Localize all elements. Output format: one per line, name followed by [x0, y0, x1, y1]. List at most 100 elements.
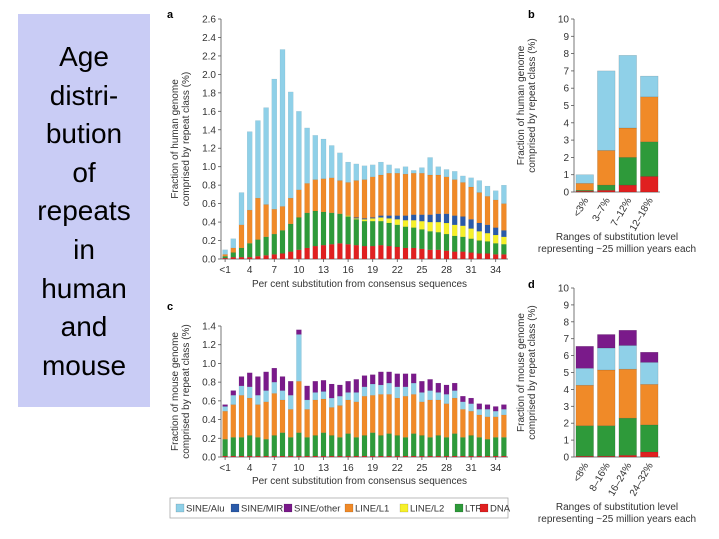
bar-segment	[386, 164, 392, 174]
bar-segment	[345, 216, 351, 245]
bar-segment	[279, 49, 286, 207]
bar-segment	[279, 399, 286, 433]
y-tick-label: 2.0	[202, 70, 216, 81]
bar-segment	[353, 180, 359, 218]
y-axis-label: Fraction of mouse genomecomprised by rep…	[516, 305, 538, 440]
bar-segment	[618, 157, 637, 186]
bar-segment	[394, 435, 400, 457]
x-tick-label: 4	[247, 265, 253, 276]
bar-segment	[304, 127, 310, 184]
bar-segment	[394, 373, 400, 387]
title-line: Age	[59, 41, 109, 72]
bar-segment	[476, 414, 482, 438]
bar-segment	[443, 169, 450, 177]
bar-segment	[271, 233, 277, 255]
bar-segment	[443, 213, 450, 224]
bar-segment	[501, 254, 507, 260]
bar-segment	[427, 399, 433, 438]
bar-segment	[640, 75, 659, 98]
y-tick-label: 1.6	[202, 107, 216, 118]
bar-segment	[279, 432, 286, 457]
y-tick-label: 1.2	[202, 340, 216, 351]
bar-segment	[501, 414, 507, 438]
bar-segment	[394, 397, 400, 436]
bar-segment	[370, 176, 376, 218]
bar-segment	[304, 385, 310, 401]
title-line: mouse	[41, 349, 127, 381]
bar-segment	[435, 213, 441, 223]
x-tick-label: <1	[219, 265, 231, 276]
panel-letter-c: c	[167, 301, 173, 313]
y-tick-label: 6	[563, 84, 569, 95]
bar-segment	[370, 374, 376, 385]
y-axis-label: Fraction of human genomecomprised by rep…	[170, 72, 192, 207]
y-tick-label: 4	[563, 385, 569, 396]
bar-segment	[337, 152, 343, 181]
x-tick-label: 25	[416, 265, 428, 276]
bar-segment	[279, 206, 286, 231]
bar-segment	[411, 433, 417, 457]
y-tick-label: 3	[563, 136, 569, 147]
bar-segment	[468, 410, 474, 436]
bar-segment	[402, 247, 409, 260]
y-tick-label: 1.8	[202, 88, 216, 99]
bar-segment	[312, 392, 318, 401]
bar-segment	[238, 376, 245, 387]
bar-segment	[468, 435, 474, 457]
bar-segment	[337, 213, 343, 244]
bar-segment	[288, 223, 294, 252]
bar-segment	[411, 214, 417, 221]
bar-segment	[484, 404, 491, 410]
bar-segment	[427, 157, 433, 176]
bar-segment	[452, 251, 458, 260]
bar-segment	[402, 396, 409, 438]
bar-segment	[468, 177, 474, 188]
bar-segment	[230, 390, 236, 396]
y-tick-label: 4	[563, 118, 569, 129]
bar-segment	[222, 404, 228, 407]
bar-segment	[370, 245, 376, 260]
bar-segment	[597, 190, 616, 193]
bar-segment	[304, 437, 310, 457]
bar-segment	[353, 401, 359, 438]
bar-segment	[271, 381, 277, 394]
bar-segment	[402, 166, 409, 175]
bar-segment	[296, 189, 302, 218]
bar-segment	[468, 228, 474, 239]
bar-segment	[435, 174, 441, 214]
bar-segment	[452, 171, 458, 180]
bar-segment	[337, 180, 343, 214]
bar-segment	[370, 221, 376, 247]
bar-segment	[329, 397, 335, 408]
bar-segment	[378, 161, 384, 176]
bar-segment	[271, 78, 277, 210]
y-tick-label: 6	[563, 351, 569, 362]
legend-label: SINE/MIR	[241, 504, 283, 515]
bar-segment	[484, 241, 491, 254]
bar-segment	[493, 234, 499, 244]
bar-segment	[411, 247, 417, 260]
bar-segment	[640, 384, 659, 426]
legend-frame	[169, 497, 509, 519]
bar-segment	[353, 245, 359, 260]
bar-segment	[263, 236, 269, 256]
bar-segment	[476, 409, 482, 416]
bar-segment	[230, 395, 236, 405]
x-tick-label: 25	[416, 463, 428, 474]
bar-segment	[304, 247, 310, 260]
bar-segment	[618, 417, 637, 456]
bar-segment	[288, 437, 294, 457]
bar-segment	[468, 397, 474, 404]
bar-segment	[271, 209, 277, 235]
bar-segment	[402, 226, 409, 249]
bar-segment	[435, 221, 441, 233]
y-tick-label: 0	[563, 453, 569, 464]
bar-segment	[304, 183, 310, 213]
bar-segment	[427, 390, 433, 401]
bar-segment	[345, 399, 351, 434]
panel-letter-b: b	[528, 9, 535, 21]
bar-segment	[238, 395, 245, 438]
bar-segment	[247, 386, 253, 399]
x-tick-label: 19	[367, 265, 379, 276]
bar-segment	[345, 433, 351, 457]
